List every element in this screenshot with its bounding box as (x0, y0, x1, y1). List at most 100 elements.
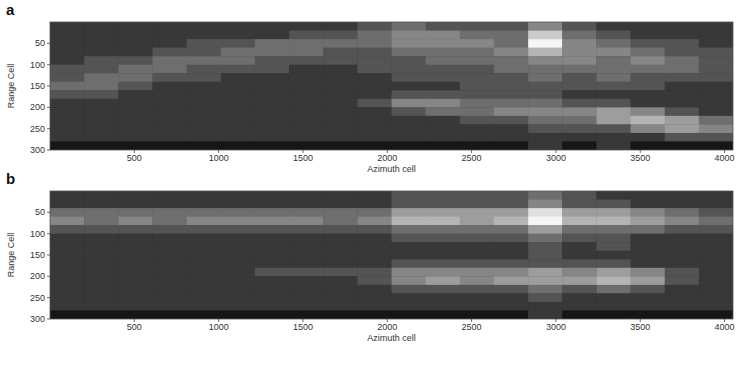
x-tick-label: 3000 (546, 322, 566, 332)
cell (323, 251, 358, 260)
cell (631, 99, 666, 108)
cell (426, 234, 461, 243)
y-axis-title: Range Cell (6, 64, 16, 109)
cell (357, 302, 392, 311)
cell (596, 225, 631, 234)
cell (255, 242, 290, 251)
y-tick (47, 128, 50, 129)
cell (84, 225, 119, 234)
cell (596, 242, 631, 251)
cell (323, 116, 358, 125)
cell (152, 259, 187, 268)
cell (460, 48, 495, 57)
cell (665, 107, 700, 116)
cell (221, 22, 256, 31)
cell (289, 242, 324, 251)
cell (699, 268, 733, 277)
cell (118, 82, 153, 91)
cell (323, 56, 358, 65)
cell (152, 48, 187, 57)
cell (152, 268, 187, 277)
cell (460, 208, 495, 217)
cell (699, 65, 733, 74)
cell (596, 208, 631, 217)
cell (221, 234, 256, 243)
cell (562, 124, 597, 133)
cell (84, 82, 119, 91)
cell (289, 208, 324, 217)
cell (460, 234, 495, 243)
cell (255, 302, 290, 311)
x-tick-label: 2000 (377, 322, 397, 332)
cell (562, 39, 597, 48)
cell (426, 48, 461, 57)
cell (323, 39, 358, 48)
cell (118, 39, 153, 48)
cell (187, 73, 222, 82)
cell (528, 225, 563, 234)
cell (699, 251, 733, 260)
cell (357, 22, 392, 31)
cell (665, 99, 700, 108)
cell (187, 242, 222, 251)
cell (118, 31, 153, 40)
cell (50, 217, 85, 226)
x-tick-label: 4000 (715, 322, 735, 332)
y-tick (47, 297, 50, 298)
cell (84, 107, 119, 116)
cell (596, 31, 631, 40)
cell (357, 31, 392, 40)
cell (596, 133, 631, 142)
cell (494, 124, 529, 133)
cell (596, 141, 631, 150)
cell (494, 90, 529, 99)
cell (562, 217, 597, 226)
cell (528, 234, 563, 243)
cell (152, 234, 187, 243)
cell (84, 268, 119, 277)
cell (50, 285, 85, 294)
cell (187, 285, 222, 294)
cell (221, 133, 256, 142)
y-tick-label: 200 (30, 102, 45, 112)
cell (460, 200, 495, 209)
cell (84, 208, 119, 217)
cell (221, 73, 256, 82)
cell (289, 268, 324, 277)
figure: 5001000150020002500300035004000501001502… (0, 0, 755, 371)
cell (289, 276, 324, 285)
cell (426, 39, 461, 48)
cell (392, 310, 427, 319)
cell (50, 124, 85, 133)
cell (221, 293, 256, 302)
cell (392, 65, 427, 74)
cell (426, 208, 461, 217)
cell (221, 310, 256, 319)
y-tick-label: 150 (30, 250, 45, 260)
cell (255, 268, 290, 277)
y-tick (47, 319, 50, 320)
cell (187, 65, 222, 74)
cell (596, 285, 631, 294)
cell (357, 39, 392, 48)
cell (118, 191, 153, 200)
cell (357, 82, 392, 91)
cell (50, 82, 85, 91)
cell (118, 302, 153, 311)
cell (255, 251, 290, 260)
y-tick (47, 212, 50, 213)
cell (84, 310, 119, 319)
cell (187, 82, 222, 91)
cell (562, 251, 597, 260)
cell (528, 73, 563, 82)
cell (426, 310, 461, 319)
y-tick-label: 150 (30, 81, 45, 91)
cell (187, 48, 222, 57)
cell (665, 39, 700, 48)
cell (699, 48, 733, 57)
cell (665, 293, 700, 302)
cell (289, 234, 324, 243)
x-tick-label: 2500 (462, 322, 482, 332)
cell (392, 268, 427, 277)
cell (50, 73, 85, 82)
